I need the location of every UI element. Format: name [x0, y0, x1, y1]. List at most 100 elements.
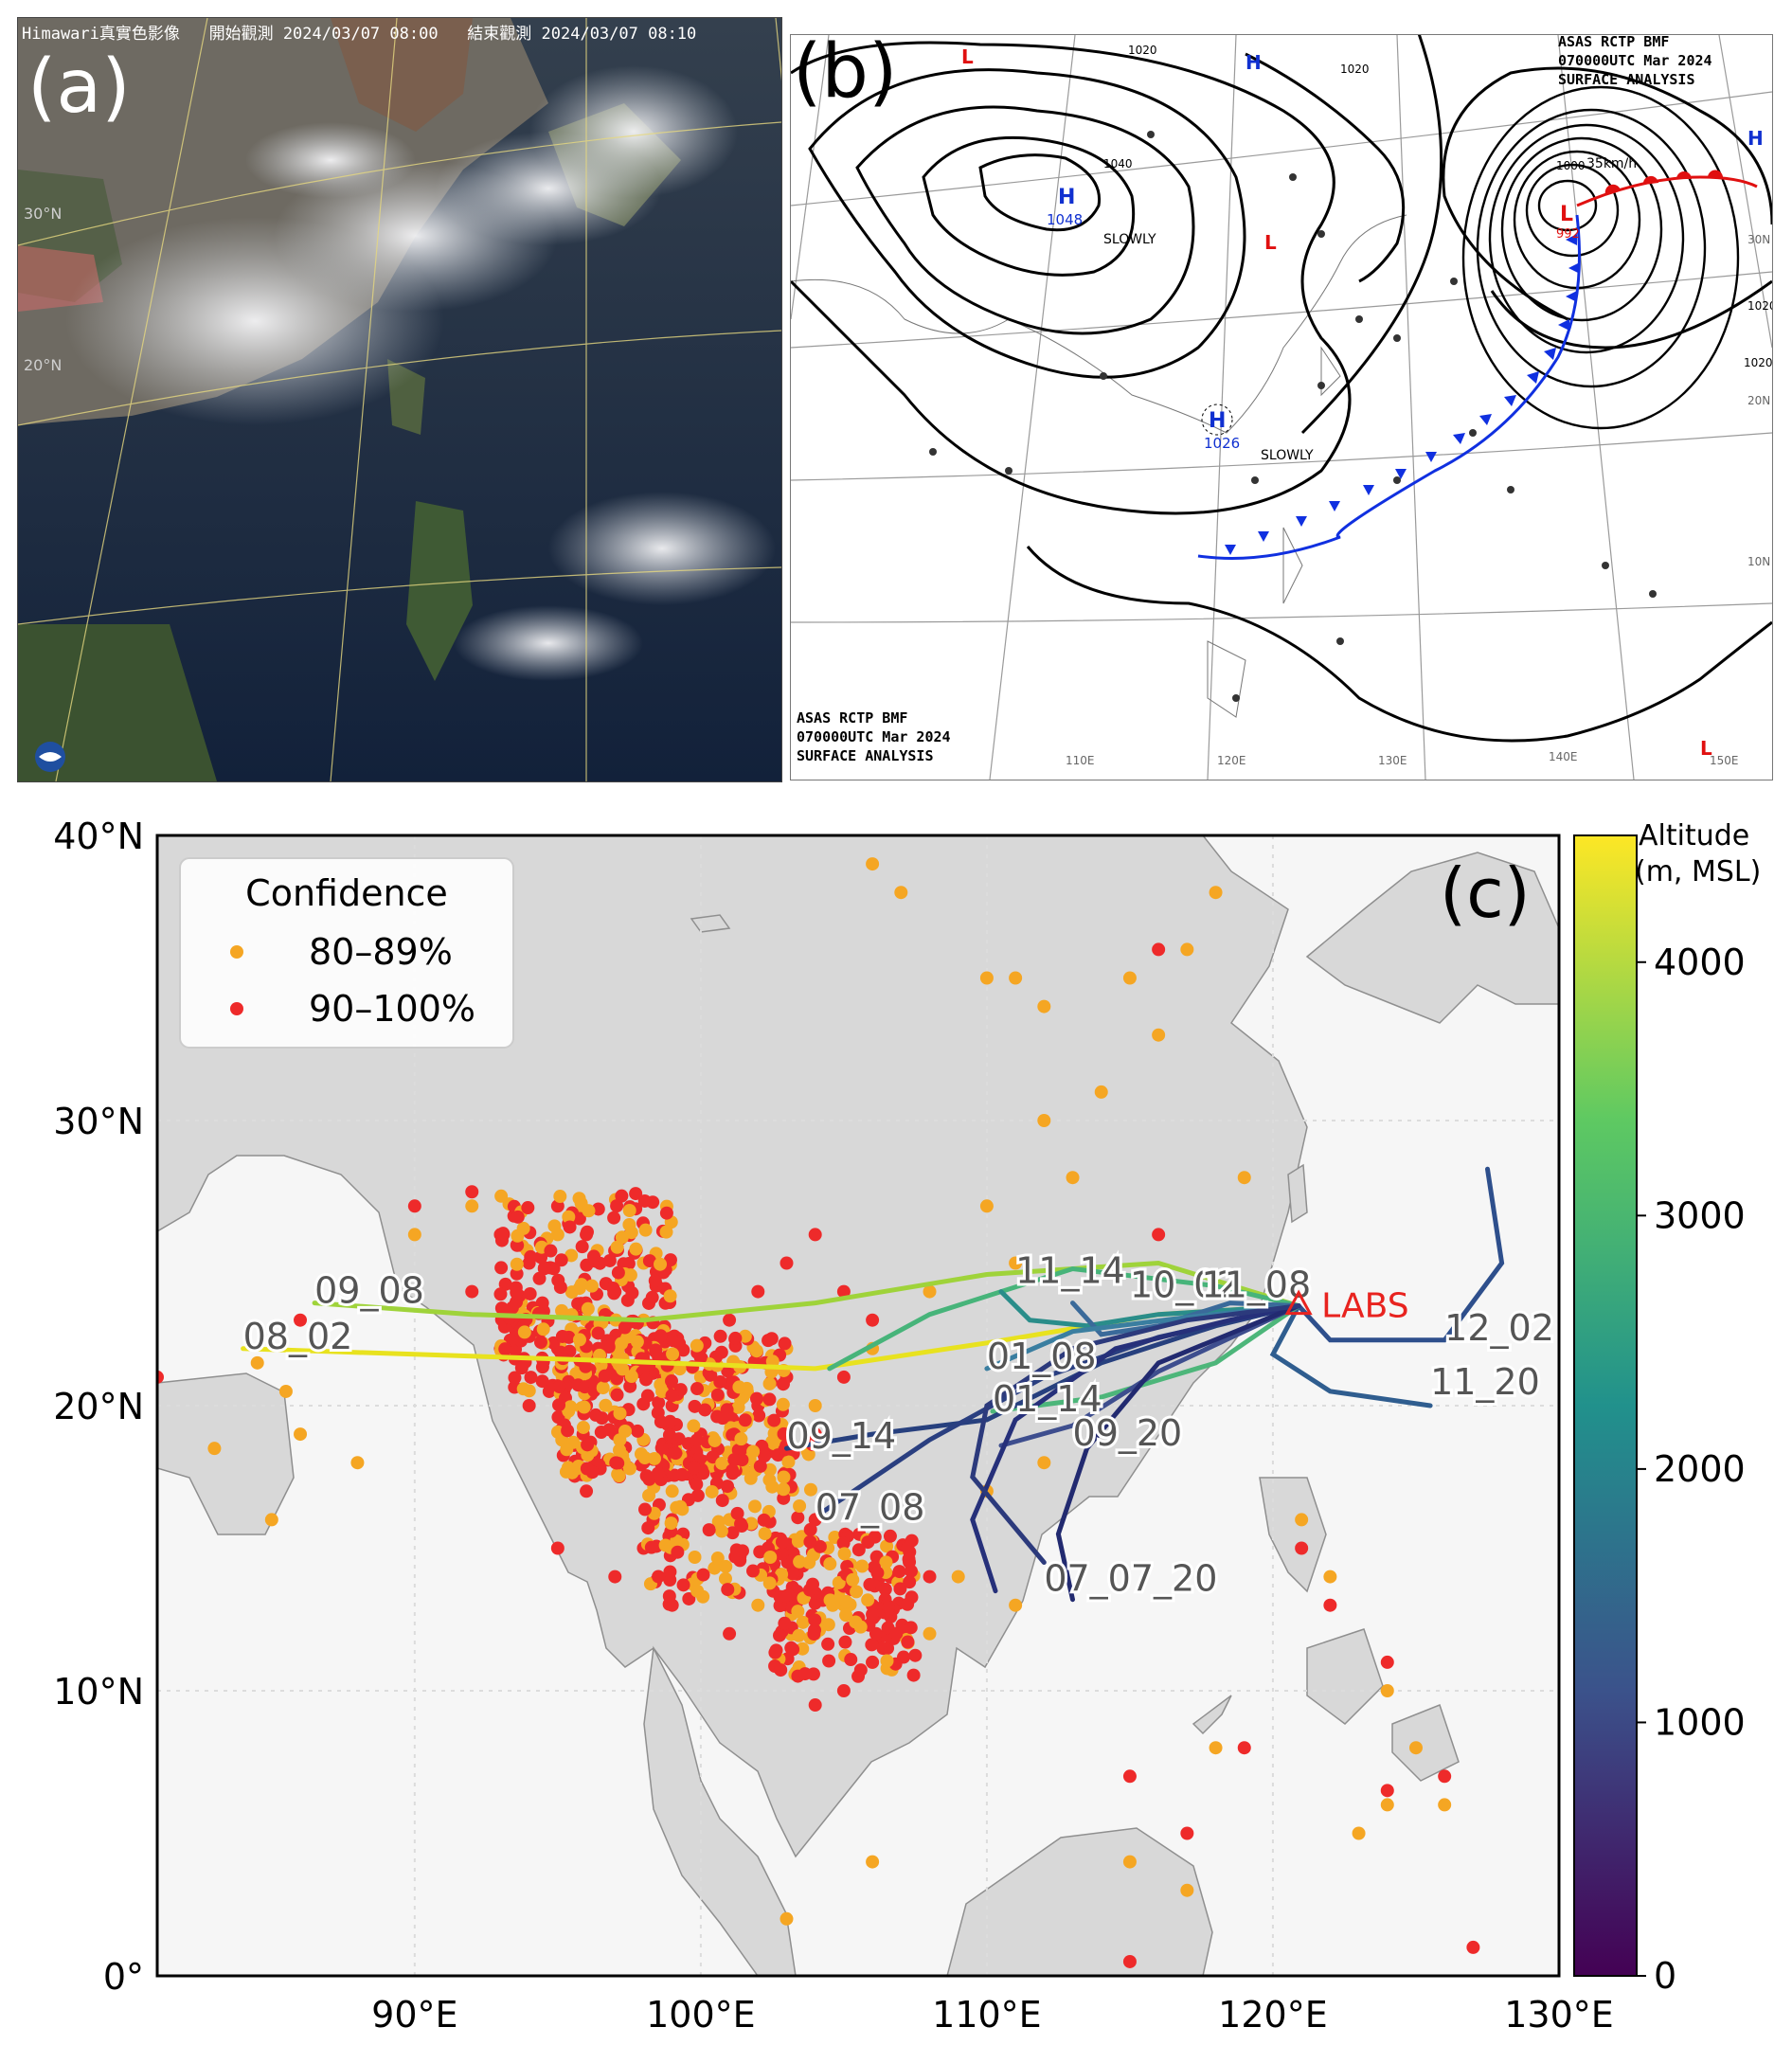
- fire-point: [762, 1376, 777, 1390]
- fire-point: [758, 1527, 772, 1541]
- fire-point: [923, 1570, 937, 1584]
- fire-point: [751, 1598, 765, 1612]
- fire-point: [1122, 1855, 1137, 1869]
- fire-point: [690, 1433, 704, 1447]
- fire-point: [775, 1547, 789, 1561]
- svg-text:1040: 1040: [1103, 157, 1133, 170]
- fire-point: [823, 1593, 837, 1607]
- trajectory-label: 01_14: [993, 1378, 1102, 1420]
- fire-point: [866, 857, 880, 871]
- fire-point: [629, 1242, 643, 1256]
- fire-point: [1180, 1883, 1194, 1897]
- fire-point: [572, 1333, 586, 1347]
- fire-point: [880, 1654, 894, 1668]
- fire-point: [642, 1254, 656, 1268]
- fire-point: [1352, 1826, 1366, 1840]
- fire-point: [773, 1589, 787, 1604]
- korea-peninsula: [1305, 852, 1559, 1024]
- fire-point: [711, 1515, 726, 1529]
- fire-point: [511, 1229, 525, 1243]
- fire-point: [777, 1482, 791, 1497]
- fire-point: [710, 1552, 725, 1566]
- fire-point: [1295, 1513, 1309, 1527]
- fire-point: [764, 1332, 779, 1346]
- fire-point: [666, 1334, 680, 1348]
- fire-point: [735, 1544, 749, 1558]
- fire-point: [1180, 942, 1194, 957]
- fire-point: [903, 1575, 917, 1589]
- fire-point: [494, 1189, 509, 1203]
- fire-point: [610, 1388, 624, 1402]
- fire-point: [631, 1424, 645, 1438]
- fire-point: [780, 1256, 794, 1270]
- fire-point: [505, 1301, 519, 1315]
- fire-point: [350, 1456, 365, 1470]
- fire-point: [1037, 999, 1051, 1014]
- fire-point: [757, 1513, 771, 1527]
- legend-title: Confidence: [245, 872, 448, 914]
- fire-point: [561, 1424, 575, 1438]
- svg-text:1020: 1020: [1744, 356, 1772, 369]
- fire-point: [579, 1359, 593, 1373]
- chart-title-top-2: 070000UTC Mar 2024: [1558, 52, 1712, 69]
- x-tick-label: 120°E: [1218, 1994, 1328, 2036]
- fire-point: [808, 1228, 822, 1242]
- chart-title-bottom-2: 070000UTC Mar 2024: [797, 728, 951, 745]
- fire-point: [264, 1513, 278, 1527]
- fire-point: [846, 1572, 860, 1587]
- fire-point: [610, 1199, 624, 1213]
- fire-point: [726, 1526, 740, 1540]
- labs-triangle-icon: [1284, 1289, 1313, 1316]
- warm-front: [1576, 170, 1758, 207]
- fire-point: [734, 1432, 748, 1446]
- fire-point: [1209, 1741, 1223, 1755]
- fire-point: [721, 1583, 735, 1597]
- fire-point: [294, 1427, 308, 1442]
- fire-point: [522, 1399, 536, 1412]
- altitude-colorbar: Altitude (m, MSL) 0 1000 2000 3000 4000: [1573, 819, 1761, 1997]
- fire-point: [665, 1389, 679, 1403]
- high-center-2-motion: SLOWLY: [1261, 448, 1314, 463]
- fire-point: [773, 1628, 787, 1642]
- fire-point: [734, 1516, 748, 1531]
- fire-point: [1438, 1769, 1452, 1784]
- fire-point: [623, 1379, 637, 1393]
- trajectory-line: [1296, 1166, 1505, 1343]
- lat-label-30n: 30°N: [24, 205, 62, 223]
- fire-point: [1009, 1256, 1023, 1270]
- fire-point: [1122, 1769, 1137, 1784]
- trajectory-label: 10_02: [1130, 1265, 1240, 1306]
- fire-point: [702, 1523, 716, 1537]
- fire-point: [648, 1274, 662, 1288]
- fire-point: [745, 1564, 760, 1578]
- fire-point: [665, 1484, 679, 1498]
- fire-point: [720, 1403, 734, 1417]
- fire-point: [586, 1249, 600, 1264]
- fire-point: [532, 1271, 547, 1285]
- fire-point: [775, 1534, 789, 1549]
- panel-b-label: (b): [793, 34, 898, 115]
- fire-point: [863, 1577, 877, 1591]
- fire-point: [1380, 1684, 1394, 1697]
- y-tick-label: 30°N: [53, 1101, 144, 1142]
- fire-point: [849, 1615, 863, 1629]
- fire-point: [752, 1408, 766, 1423]
- fire-point: [638, 1223, 653, 1237]
- fire-point: [715, 1494, 729, 1508]
- fire-point: [1152, 1028, 1166, 1042]
- fire-point: [906, 1668, 921, 1682]
- y-tick-label: 0°: [103, 1956, 144, 1998]
- fire-point: [615, 1230, 629, 1245]
- fire-point: [582, 1204, 596, 1218]
- fire-point: [624, 1370, 638, 1384]
- fire-point: [687, 1461, 701, 1475]
- fire-point: [553, 1281, 567, 1295]
- fire-point: [876, 1641, 890, 1656]
- fire-point: [664, 1516, 678, 1531]
- fire-point: [866, 1607, 880, 1622]
- fire-point: [659, 1206, 673, 1220]
- fire-point: [157, 1370, 164, 1384]
- fire-point: [654, 1415, 668, 1429]
- fire-point: [767, 1426, 781, 1441]
- satellite-imagery: 30°N 20°N: [18, 18, 781, 781]
